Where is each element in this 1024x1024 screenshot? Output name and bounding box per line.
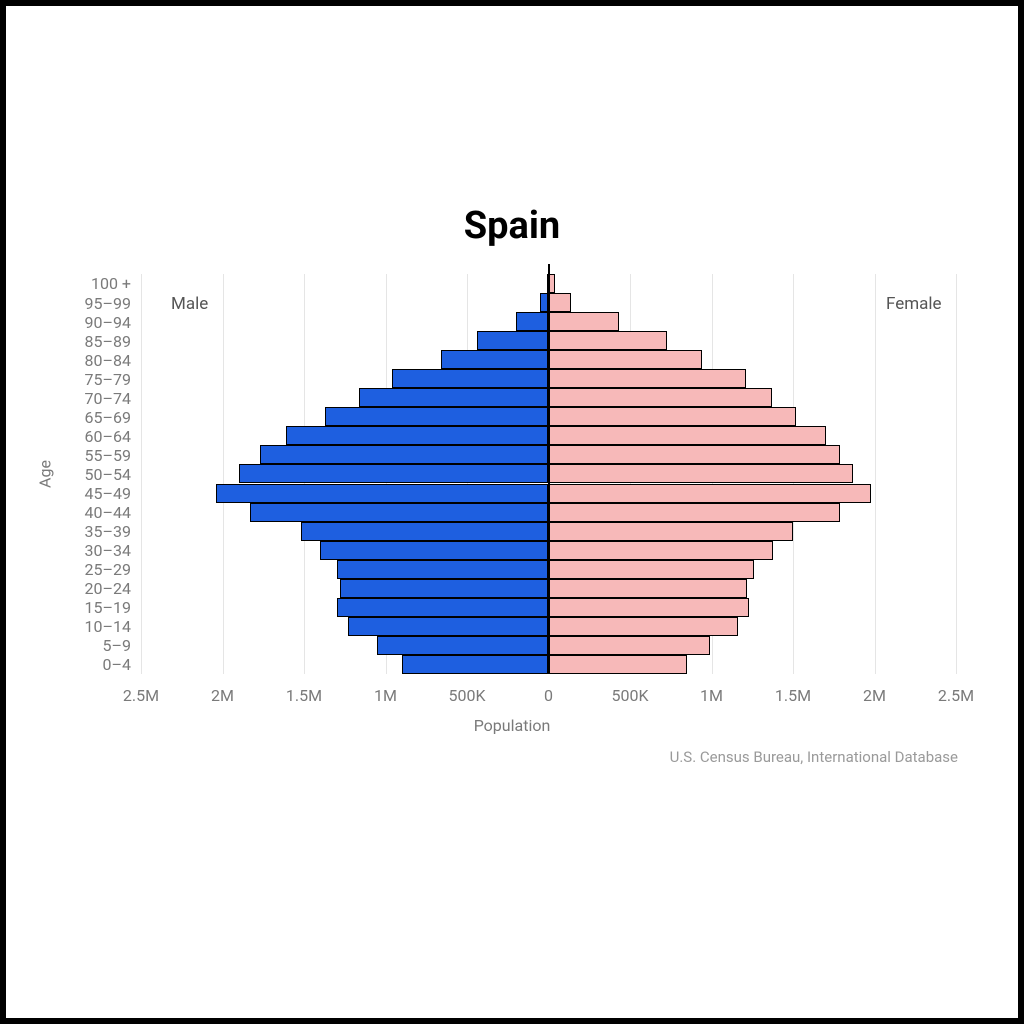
y-tick-label: 90–94	[71, 315, 131, 331]
bar-female	[549, 312, 619, 331]
x-tick-label: 0	[544, 686, 553, 705]
bar-male	[516, 312, 549, 331]
y-tick-label: 100 +	[71, 276, 131, 292]
gridline	[875, 274, 876, 674]
x-tick-label: 500K	[611, 686, 648, 705]
y-tick-label: 50–54	[71, 467, 131, 483]
y-axis-title: Age	[36, 460, 55, 488]
bar-female	[549, 426, 826, 445]
y-tick-label: 10–14	[71, 619, 131, 635]
y-tick-label: 25–29	[71, 562, 131, 578]
chart-frame: Spain Age Population U.S. Census Bureau,…	[0, 0, 1024, 1024]
bar-female	[549, 388, 772, 407]
bar-male	[301, 522, 549, 541]
bar-male	[216, 484, 549, 503]
x-tick-label: 2M	[863, 686, 886, 705]
chart-title: Spain	[6, 204, 1018, 248]
y-tick-label: 75–79	[71, 372, 131, 388]
gridline	[141, 274, 142, 674]
bar-male	[286, 426, 548, 445]
bar-male	[392, 369, 548, 388]
y-tick-label: 0–4	[71, 657, 131, 673]
bar-female	[549, 636, 710, 655]
x-tick-label: 2M	[211, 686, 234, 705]
bar-female	[549, 445, 841, 464]
x-tick-label: 2.5M	[938, 686, 974, 705]
bar-male	[359, 388, 548, 407]
gridline	[956, 274, 957, 674]
bar-female	[549, 464, 854, 483]
bar-female	[549, 655, 688, 674]
bar-male	[402, 655, 549, 674]
bar-female	[549, 522, 794, 541]
y-tick-label: 85–89	[71, 334, 131, 350]
bar-female	[549, 293, 572, 312]
y-tick-label: 35–39	[71, 524, 131, 540]
bar-female	[549, 617, 738, 636]
bar-female	[549, 560, 754, 579]
bar-male	[239, 464, 549, 483]
bar-female	[549, 579, 748, 598]
bar-male	[477, 331, 549, 350]
bar-male	[337, 560, 549, 579]
bar-male	[348, 617, 548, 636]
x-tick-label: 1M	[374, 686, 397, 705]
x-tick-label: 2.5M	[123, 686, 159, 705]
bar-female	[549, 541, 774, 560]
bar-male	[340, 579, 549, 598]
population-pyramid-chart	[141, 274, 956, 674]
bar-female	[549, 369, 746, 388]
x-tick-label: 1.5M	[286, 686, 322, 705]
bar-female	[549, 331, 668, 350]
bar-female	[549, 503, 841, 522]
bar-male	[260, 445, 549, 464]
y-tick-label: 70–74	[71, 391, 131, 407]
bar-male	[337, 598, 549, 617]
series-label-male: Male	[171, 294, 208, 314]
y-tick-label: 45–49	[71, 486, 131, 502]
y-tick-label: 20–24	[71, 581, 131, 597]
bar-female	[549, 598, 749, 617]
bar-male	[325, 407, 548, 426]
y-tick-label: 55–59	[71, 448, 131, 464]
gridline	[223, 274, 224, 674]
bar-female	[549, 484, 872, 503]
y-tick-label: 40–44	[71, 505, 131, 521]
center-axis	[548, 264, 550, 674]
y-tick-label: 30–34	[71, 543, 131, 559]
series-label-female: Female	[886, 294, 946, 314]
y-tick-label: 60–64	[71, 429, 131, 445]
y-tick-label: 95–99	[71, 296, 131, 312]
x-axis-title: Population	[6, 716, 1018, 735]
y-tick-label: 80–84	[71, 353, 131, 369]
bar-male	[250, 503, 548, 522]
x-tick-label: 500K	[448, 686, 485, 705]
x-tick-label: 1.5M	[775, 686, 811, 705]
bar-male	[320, 541, 548, 560]
y-tick-label: 5–9	[71, 638, 131, 654]
bar-female	[549, 407, 797, 426]
y-tick-label: 15–19	[71, 600, 131, 616]
y-tick-label: 65–69	[71, 410, 131, 426]
bar-male	[441, 350, 549, 369]
x-tick-label: 1M	[700, 686, 723, 705]
bar-male	[377, 636, 548, 655]
source-credit: U.S. Census Bureau, International Databa…	[670, 748, 958, 766]
bar-female	[549, 350, 702, 369]
